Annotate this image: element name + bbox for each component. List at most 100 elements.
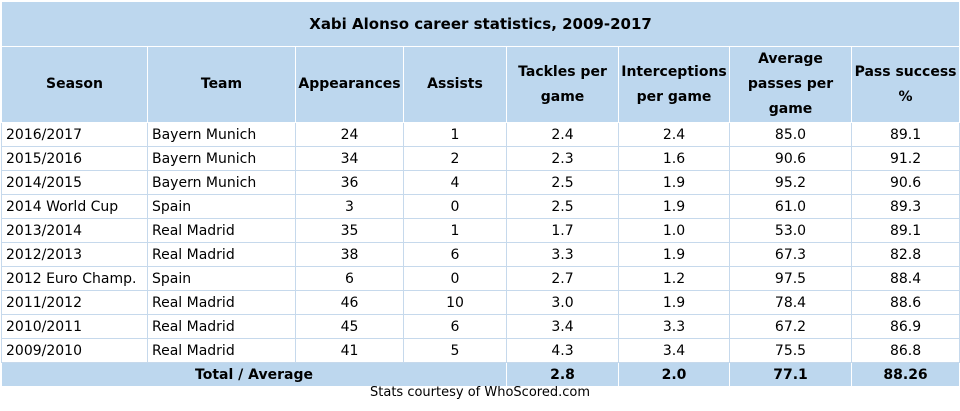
assists-cell: 0 xyxy=(403,194,507,219)
team-cell: Real Madrid xyxy=(147,314,296,339)
passes-cell: 75.5 xyxy=(729,338,852,363)
appearances-cell: 24 xyxy=(295,122,404,147)
team-cell: Real Madrid xyxy=(147,290,296,315)
team-cell: Real Madrid xyxy=(147,218,296,243)
column-header: Pass success % xyxy=(850,46,960,123)
passes-cell: 90.6 xyxy=(729,146,852,171)
tackles-cell: 2.5 xyxy=(506,194,619,219)
assists-cell: 10 xyxy=(403,290,507,315)
tackles-cell: 1.7 xyxy=(506,218,619,243)
season-cell: 2012 Euro Champ. xyxy=(1,266,148,291)
pass-success-cell: 91.2 xyxy=(850,146,960,171)
appearances-cell: 6 xyxy=(295,266,404,291)
interceptions-cell: 1.9 xyxy=(618,290,730,315)
pass-success-cell: 89.3 xyxy=(850,194,960,219)
interceptions-cell: 3.4 xyxy=(618,338,730,363)
assists-cell: 2 xyxy=(403,146,507,171)
table-row: 2016/2017 Bayern Munich 24 1 2.4 2.4 85.0 89.1 xyxy=(1,122,960,147)
tackles-cell: 2.4 xyxy=(506,122,619,147)
header-row: Season Team Appearances Assists Tackles … xyxy=(1,46,960,123)
tackles-cell: 3.3 xyxy=(506,242,619,267)
column-header: Tackles per game xyxy=(506,46,619,123)
team-cell: Real Madrid xyxy=(147,338,296,363)
column-header: Appearances xyxy=(295,46,404,123)
appearances-cell: 38 xyxy=(295,242,404,267)
team-cell: Bayern Munich xyxy=(147,122,296,147)
column-header: Average passes per game xyxy=(729,46,852,123)
table-row: 2011/2012 Real Madrid 46 10 3.0 1.9 78.4 88.6 xyxy=(1,290,960,315)
table-row: 2009/2010 Real Madrid 41 5 4.3 3.4 75.5 86.8 xyxy=(1,338,960,363)
passes-cell: 78.4 xyxy=(729,290,852,315)
interceptions-cell: 3.3 xyxy=(618,314,730,339)
team-cell: Bayern Munich xyxy=(147,170,296,195)
tackles-cell: 2.5 xyxy=(506,170,619,195)
table-row: 2015/2016 Bayern Munich 34 2 2.3 1.6 90.6 91.2 xyxy=(1,146,960,171)
team-cell: Bayern Munich xyxy=(147,146,296,171)
interceptions-cell: 1.9 xyxy=(618,242,730,267)
interceptions-cell: 1.0 xyxy=(618,218,730,243)
pass-success-cell: 90.6 xyxy=(850,170,960,195)
season-cell: 2009/2010 xyxy=(1,338,148,363)
passes-cell: 61.0 xyxy=(729,194,852,219)
season-cell: 2014 World Cup xyxy=(1,194,148,219)
tackles-cell: 3.4 xyxy=(506,314,619,339)
tackles-cell: 2.3 xyxy=(506,146,619,171)
team-cell: Real Madrid xyxy=(147,242,296,267)
assists-cell: 5 xyxy=(403,338,507,363)
tackles-cell: 2.7 xyxy=(506,266,619,291)
season-cell: 2011/2012 xyxy=(1,290,148,315)
assists-cell: 1 xyxy=(403,122,507,147)
total-tackles: 2.8 xyxy=(506,362,619,387)
pass-success-cell: 86.9 xyxy=(850,314,960,339)
passes-cell: 67.3 xyxy=(729,242,852,267)
season-cell: 2012/2013 xyxy=(1,242,148,267)
total-label: Total / Average xyxy=(1,362,507,387)
tackles-cell: 4.3 xyxy=(506,338,619,363)
appearances-cell: 41 xyxy=(295,338,404,363)
season-cell: 2014/2015 xyxy=(1,170,148,195)
season-cell: 2015/2016 xyxy=(1,146,148,171)
team-cell: Spain xyxy=(147,266,296,291)
assists-cell: 6 xyxy=(403,242,507,267)
total-interceptions: 2.0 xyxy=(618,362,730,387)
interceptions-cell: 1.6 xyxy=(618,146,730,171)
assists-cell: 4 xyxy=(403,170,507,195)
season-cell: 2010/2011 xyxy=(1,314,148,339)
column-header: Team xyxy=(147,46,296,123)
table-row: 2012 Euro Champ. Spain 6 0 2.7 1.2 97.5 88.4 xyxy=(1,266,960,291)
tackles-cell: 3.0 xyxy=(506,290,619,315)
assists-cell: 6 xyxy=(403,314,507,339)
source-credit: Stats courtesy of WhoScored.com xyxy=(370,385,590,400)
interceptions-cell: 1.2 xyxy=(618,266,730,291)
table-row: 2012/2013 Real Madrid 38 6 3.3 1.9 67.3 82.8 xyxy=(1,242,960,267)
team-cell: Spain xyxy=(147,194,296,219)
pass-success-cell: 89.1 xyxy=(850,122,960,147)
season-cell: 2013/2014 xyxy=(1,218,148,243)
table-row: 2014 World Cup Spain 3 0 2.5 1.9 61.0 89.3 xyxy=(1,194,960,219)
column-header: Season xyxy=(1,46,148,123)
column-header: Assists xyxy=(403,46,507,123)
passes-cell: 67.2 xyxy=(729,314,852,339)
total-passes: 77.1 xyxy=(729,362,852,387)
assists-cell: 0 xyxy=(403,266,507,291)
passes-cell: 85.0 xyxy=(729,122,852,147)
appearances-cell: 36 xyxy=(295,170,404,195)
column-header: Interceptions per game xyxy=(618,46,730,123)
assists-cell: 1 xyxy=(403,218,507,243)
table-row: 2014/2015 Bayern Munich 36 4 2.5 1.9 95.2 90.6 xyxy=(1,170,960,195)
pass-success-cell: 89.1 xyxy=(850,218,960,243)
interceptions-cell: 2.4 xyxy=(618,122,730,147)
pass-success-cell: 88.4 xyxy=(850,266,960,291)
pass-success-cell: 82.8 xyxy=(850,242,960,267)
interceptions-cell: 1.9 xyxy=(618,170,730,195)
pass-success-cell: 88.6 xyxy=(850,290,960,315)
appearances-cell: 3 xyxy=(295,194,404,219)
table-row: 2013/2014 Real Madrid 35 1 1.7 1.0 53.0 89.1 xyxy=(1,218,960,243)
table-body: 2016/2017 Bayern Munich 24 1 2.4 2.4 85.0 89.1 2… xyxy=(1,122,960,363)
table-title: Xabi Alonso career statistics, 2009-2017 xyxy=(0,1,960,47)
total-pass-success: 88.26 xyxy=(850,362,960,387)
season-cell: 2016/2017 xyxy=(1,122,148,147)
pass-success-cell: 86.8 xyxy=(850,338,960,363)
stats-table: Xabi Alonso career statistics, 2009-2017… xyxy=(0,1,960,387)
